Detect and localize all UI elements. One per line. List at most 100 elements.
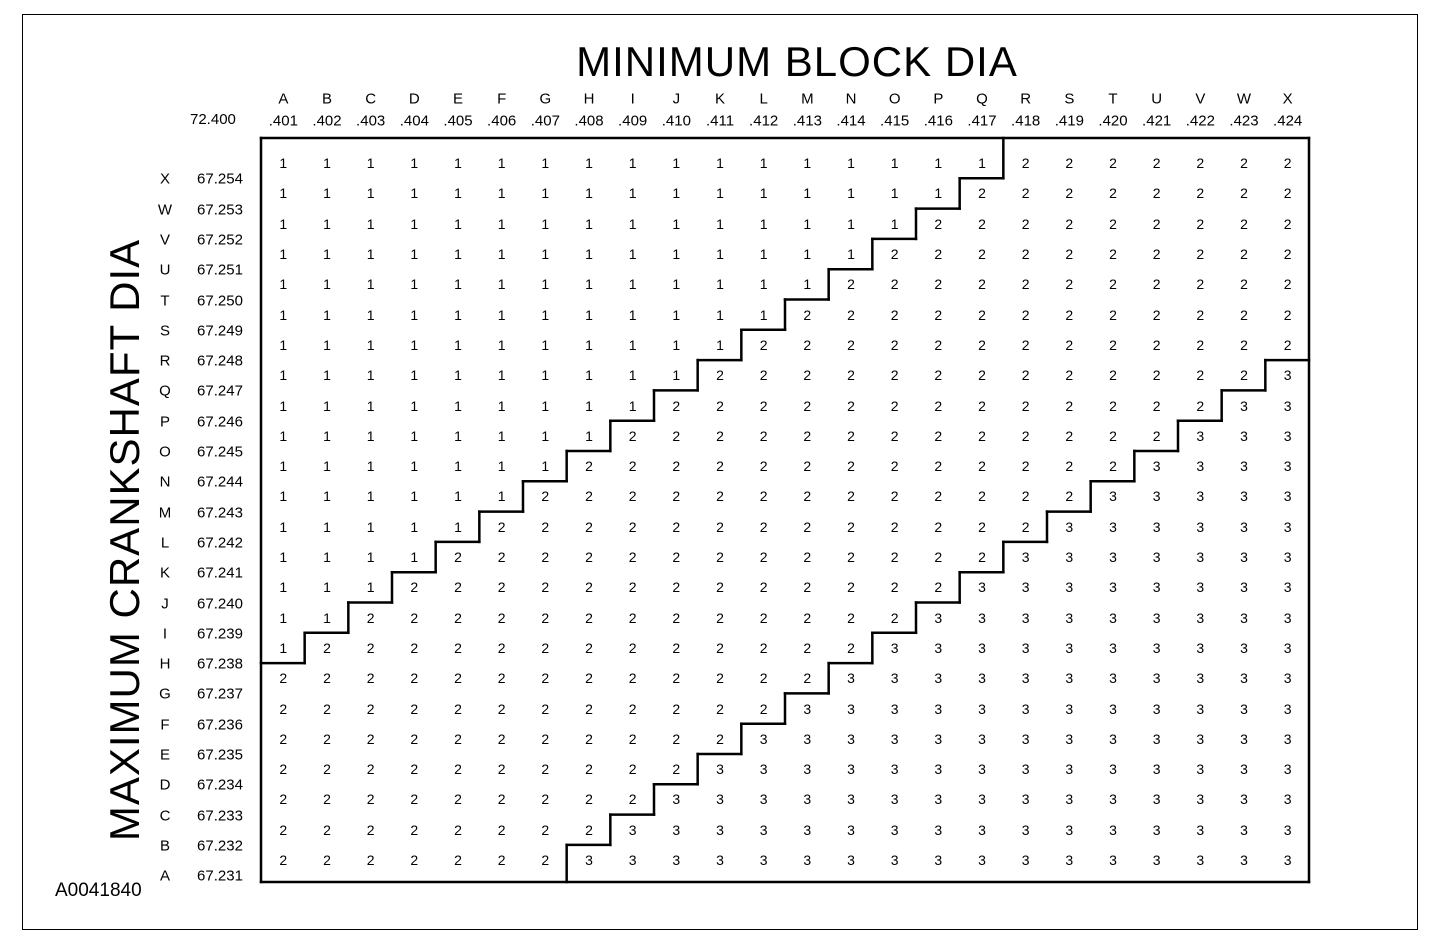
grade-cell: 2 [1021,276,1030,293]
grade-cell: 2 [541,700,550,717]
grade-cell: 1 [585,246,593,263]
grade-cell: 2 [978,336,986,353]
grade-cell: 2 [366,670,375,687]
grade-cell: 3 [847,852,855,869]
row-value: 67.232 [197,837,243,855]
grade-cell: 1 [716,306,724,323]
grade-cell: 1 [454,276,462,293]
grade-cell: 2 [803,336,812,353]
row-value: 67.234 [197,776,243,794]
grade-cell: 2 [759,518,768,535]
grade-cell: 2 [628,700,637,717]
grade-cell: 3 [890,700,899,717]
grade-cell: 3 [1196,852,1205,869]
grade-cell: 2 [759,609,768,626]
grade-cell: 2 [759,488,768,505]
grade-cell: 2 [279,761,288,778]
grade-cell: 2 [1240,336,1248,353]
grade-cell: 2 [1109,185,1117,202]
grade-cell: 2 [1283,276,1292,293]
grade-cell: 2 [759,700,768,717]
grade-cell: 2 [628,761,637,778]
figure-frame [22,14,1418,930]
grade-cell: 2 [803,367,812,384]
grade-cell: 1 [497,367,506,384]
grade-cell: 3 [1021,791,1030,808]
grade-cell: 1 [541,458,550,475]
grade-cell: 2 [847,518,855,535]
grade-cell: 3 [759,730,768,747]
grade-cell: 1 [890,155,899,172]
grade-cell: 2 [803,397,812,414]
grade-cell: 1 [410,458,419,475]
grade-cell: 2 [541,488,550,505]
grade-cell: 1 [454,518,462,535]
grade-cell: 2 [454,821,462,838]
grade-cell: 3 [803,791,812,808]
grade-cell: 3 [1065,579,1074,596]
grade-cell: 2 [716,639,724,656]
grade-cell: 2 [497,549,506,566]
column-value: .416 [923,112,953,130]
grade-cell: 3 [1109,549,1117,566]
grade-cell: 3 [1240,670,1248,687]
grade-cell: 1 [410,185,419,202]
row-value: 67.235 [197,746,243,764]
grade-cell: 2 [541,761,550,778]
grade-cell: 2 [934,336,943,353]
grade-cell: 2 [497,761,506,778]
grade-cell: 1 [366,155,375,172]
grade-cell: 2 [716,397,724,414]
grade-cell: 3 [1283,458,1292,475]
grade-cell: 2 [1283,155,1292,172]
grade-cell: 2 [1152,427,1161,444]
grade-cell: 3 [890,730,899,747]
grade-cell: 2 [497,609,506,626]
figure-id: A0041840 [55,880,142,901]
row-value: 67.236 [197,716,243,734]
grade-cell: 3 [1196,821,1205,838]
grade-cell: 2 [847,609,855,626]
grade-cell: 2 [847,427,855,444]
grade-cell: 2 [628,518,637,535]
grade-cell: 3 [934,791,943,808]
grade-cell: 3 [1240,488,1248,505]
column-value: .411 [705,112,735,130]
grade-cell: 2 [1109,215,1117,232]
grade-cell: 2 [366,821,375,838]
grade-cell: 3 [890,670,899,687]
grade-cell: 3 [1240,730,1248,747]
row-letter: B [159,837,171,855]
grade-cell: 2 [1109,276,1117,293]
grade-cell: 2 [1196,336,1205,353]
grade-cell: 2 [585,609,593,626]
grade-cell: 1 [323,488,331,505]
grade-cell: 2 [410,579,419,596]
grade-cell: 3 [847,730,855,747]
grade-cell: 3 [1109,761,1117,778]
grade-cell: 3 [1196,458,1205,475]
grade-cell: 1 [803,215,812,232]
column-value: .424 [1273,112,1303,130]
grade-cell: 2 [585,518,593,535]
grade-cell: 3 [1152,609,1161,626]
grade-cell: 3 [1240,852,1248,869]
grade-cell: 3 [1065,700,1074,717]
grade-cell: 1 [279,639,288,656]
grade-cell: 1 [410,306,419,323]
row-letter: E [159,746,171,764]
grade-cell: 1 [716,276,724,293]
grade-cell: 2 [1152,246,1161,263]
column-letter: F [497,90,507,108]
grade-cell: 2 [454,761,462,778]
grade-cell: 3 [934,609,943,626]
row-letter: Q [159,382,171,400]
grade-cell: 2 [1065,246,1074,263]
grade-cell: 2 [803,488,812,505]
column-value: .402 [312,112,342,130]
grade-cell: 2 [803,458,812,475]
grade-cell: 2 [1152,336,1161,353]
grade-cell: 1 [454,185,462,202]
grade-cell: 2 [1065,215,1074,232]
grade-cell: 1 [323,518,331,535]
